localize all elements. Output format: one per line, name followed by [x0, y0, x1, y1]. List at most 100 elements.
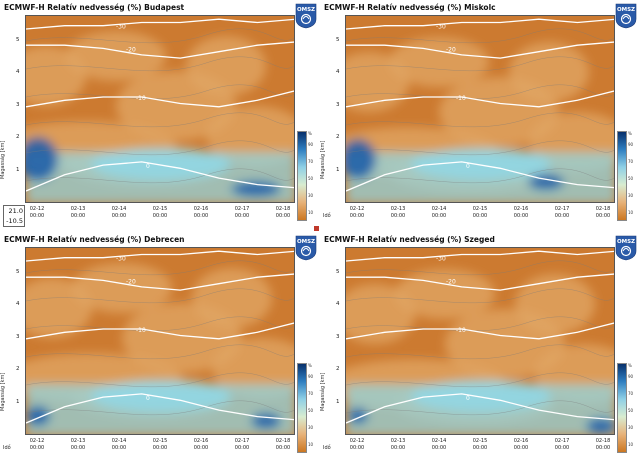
isotherm-line	[346, 90, 614, 108]
x-tick-date: 02-17	[234, 438, 250, 444]
x-tick-time: 00:00	[29, 445, 45, 451]
humidity-contour	[26, 28, 294, 44]
colorbar-tick: 90	[628, 374, 634, 379]
colorbar-tick: 50	[308, 176, 314, 181]
x-tick-time: 00:00	[29, 213, 45, 219]
humidity-patch	[389, 37, 489, 87]
humidity-contour	[346, 84, 614, 100]
x-tick-date: 02-12	[349, 206, 365, 212]
x-tick-label: 02-12 00:00	[342, 438, 372, 452]
humidity-contour	[26, 260, 294, 276]
colorbar-tick: 10	[628, 442, 634, 447]
x-tick-time: 00:00	[554, 445, 570, 451]
heatmap-plot[interactable]: -30 -20 -10 0	[25, 15, 295, 203]
isotherm-line	[26, 273, 294, 291]
x-tick-date: 02-14	[431, 438, 447, 444]
humidity-patch	[192, 268, 272, 328]
y-tick-label: 4	[16, 69, 20, 76]
humidity-patch	[186, 36, 266, 96]
y-tick-label: 5	[336, 36, 340, 43]
isotherm-line	[346, 161, 614, 192]
x-tick-date: 02-14	[111, 438, 127, 444]
colorbar-tick: 70	[628, 391, 634, 396]
humidity-patch	[515, 274, 595, 334]
x-tick-time: 00:00	[275, 213, 291, 219]
x-tick-label: 02-18 00:00	[588, 206, 618, 220]
x-tick-time: 00:00	[472, 213, 488, 219]
y-tick-label: 1	[336, 166, 340, 173]
x-tick-date: 02-15	[472, 438, 488, 444]
colorbar-tick: 50	[308, 408, 314, 413]
isotherm-line	[26, 393, 294, 424]
isotherm-label: 0	[466, 395, 470, 402]
cursor-marker[interactable]	[314, 226, 319, 231]
humidity-patch	[206, 106, 294, 166]
x-tick-time: 00:00	[275, 445, 291, 451]
x-tick-label: 02-16 00:00	[506, 206, 536, 220]
colorbar-unit: %	[628, 363, 632, 368]
chart-panel: ECMWF-H Relatív nedvesség (%) Budapest OM…	[0, 0, 320, 231]
x-tick-label: 02-12 00:00	[22, 438, 52, 452]
isotherm-label: -10	[136, 327, 146, 334]
colorbar-tick: 50	[628, 408, 634, 413]
colorbar-unit: %	[308, 131, 312, 136]
x-tick-label: 02-13 00:00	[63, 206, 93, 220]
x-tick-label: 02-16 00:00	[506, 438, 536, 452]
x-tick-date: 02-12	[349, 438, 365, 444]
x-tick-time: 00:00	[193, 445, 209, 451]
y-tick-label: 1	[336, 398, 340, 405]
x-tick-time: 00:00	[554, 213, 570, 219]
y-tick-label: 4	[336, 301, 340, 308]
x-tick-time: 00:00	[431, 213, 447, 219]
x-tick-date: 02-14	[431, 206, 447, 212]
y-axis-label: Magasság [km]	[320, 372, 326, 412]
omsz-logo-icon: OMSZ	[295, 3, 317, 29]
x-tick-time: 00:00	[349, 213, 365, 219]
x-tick-time: 00:00	[431, 445, 447, 451]
heatmap-plot[interactable]: -30 -20 -10 0	[25, 247, 295, 435]
colorbar-tick: 50	[628, 176, 634, 181]
x-tick-label: 02-16 00:00	[186, 438, 216, 452]
y-axis-label: Magasság [km]	[0, 140, 6, 180]
colorbar-tick: 10	[308, 442, 314, 447]
x-tick-time: 00:00	[513, 213, 529, 219]
isotherm-line	[346, 250, 614, 262]
x-tick-label: 02-15 00:00	[465, 438, 495, 452]
very-moist-blob	[251, 413, 281, 429]
isotherm-label: -30	[436, 256, 446, 263]
y-tick-label: 4	[336, 69, 340, 76]
time-axis-label: Idő	[323, 445, 331, 451]
x-tick-label: 02-14 00:00	[104, 206, 134, 220]
x-tick-date: 02-13	[70, 438, 86, 444]
logo-text: OMSZ	[297, 7, 315, 13]
x-tick-date: 02-14	[111, 206, 127, 212]
x-tick-time: 00:00	[234, 445, 250, 451]
y-tick-label: 5	[336, 268, 340, 275]
x-tick-label: 02-14 00:00	[104, 438, 134, 452]
logo-text: OMSZ	[617, 7, 635, 13]
x-tick-label: 02-12 00:00	[22, 206, 52, 220]
heatmap-plot[interactable]: -30 -20 -10 0	[345, 247, 615, 435]
humidity-patch	[72, 263, 172, 313]
x-tick-time: 00:00	[152, 445, 168, 451]
isotherm-line	[346, 18, 614, 30]
humidity-contour	[346, 140, 614, 156]
y-tick-label: 3	[336, 101, 340, 108]
time-axis-label: Idő	[3, 445, 11, 451]
x-tick-time: 00:00	[595, 445, 611, 451]
x-tick-time: 00:00	[70, 213, 86, 219]
colorbar	[617, 131, 627, 221]
heatmap-plot[interactable]: -30 -20 -10 0	[345, 15, 615, 203]
omsz-logo-icon: OMSZ	[295, 235, 317, 261]
x-tick-date: 02-17	[554, 206, 570, 212]
colorbar-tick: 10	[628, 210, 634, 215]
time-axis-label: Idő	[323, 213, 331, 219]
isotherm-label: -10	[136, 95, 146, 102]
x-tick-time: 00:00	[595, 213, 611, 219]
humidity-contour	[26, 84, 294, 100]
x-tick-time: 00:00	[390, 213, 406, 219]
x-tick-label: 02-14 00:00	[424, 438, 454, 452]
x-tick-label: 02-16 00:00	[186, 206, 216, 220]
colorbar-tick: 70	[308, 159, 314, 164]
x-tick-time: 00:00	[193, 213, 209, 219]
